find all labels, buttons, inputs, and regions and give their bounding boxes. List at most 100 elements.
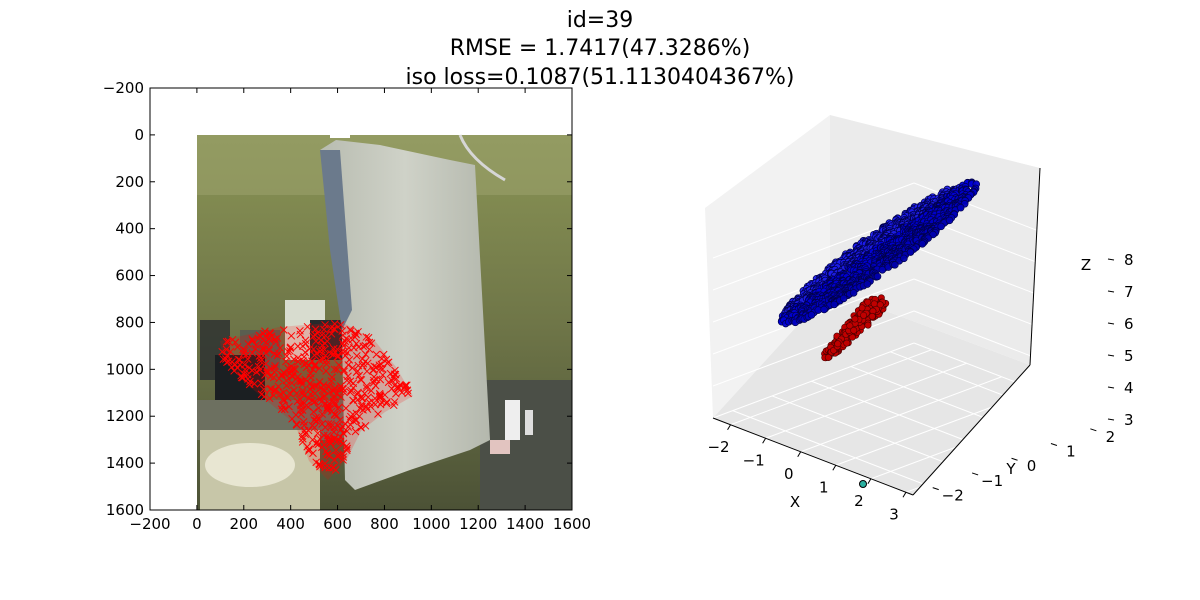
x-marker — [301, 375, 310, 384]
x-marker — [334, 353, 342, 361]
x-marker — [306, 390, 315, 399]
x-marker — [321, 463, 330, 472]
figure-title-line-3: iso loss=0.1087(51.1130404367%) — [405, 65, 795, 90]
x-marker — [280, 405, 289, 414]
x-marker — [354, 361, 363, 370]
x-marker — [297, 399, 306, 408]
x-marker — [309, 332, 318, 341]
x-marker — [339, 331, 347, 340]
x-marker — [349, 383, 358, 392]
x-marker — [339, 429, 348, 438]
x-marker — [362, 402, 371, 411]
x-marker — [312, 458, 321, 467]
x-marker — [284, 347, 292, 356]
x-marker — [377, 354, 386, 363]
y-tick-label: 1600 — [106, 501, 144, 519]
x-marker — [364, 333, 373, 342]
x-marker — [318, 386, 327, 394]
x-marker — [262, 366, 271, 375]
x-marker — [274, 349, 283, 358]
blue-point — [918, 240, 927, 248]
x-marker — [278, 370, 286, 379]
z-tick-label: 5 — [1124, 347, 1134, 365]
y-tick-label: 2 — [1106, 428, 1116, 446]
x-marker — [351, 427, 360, 436]
x-marker — [352, 368, 361, 377]
x-marker — [271, 337, 280, 346]
x-marker — [265, 328, 274, 337]
x-marker — [222, 337, 231, 346]
x-marker — [298, 406, 307, 414]
x-marker — [233, 343, 242, 351]
x-marker — [317, 383, 326, 392]
x-marker — [252, 368, 261, 376]
x-marker — [312, 417, 321, 425]
x-marker — [299, 357, 307, 365]
x-marker — [363, 367, 371, 376]
x-marker — [361, 357, 370, 366]
x-marker — [322, 367, 330, 375]
x-axis-label: X — [790, 493, 800, 511]
x-marker — [346, 388, 355, 397]
x-marker — [329, 350, 338, 359]
y-axis-label: Y — [1005, 460, 1016, 478]
x-marker — [258, 345, 267, 354]
x-tick-label: 800 — [370, 515, 399, 533]
x-marker — [328, 373, 336, 382]
x-marker — [245, 364, 254, 372]
y-tick-label: 1 — [1066, 443, 1076, 461]
x-marker — [243, 355, 252, 363]
x-marker — [261, 359, 270, 368]
x-tick-label: 600 — [323, 515, 352, 533]
x-marker — [287, 331, 296, 340]
x-marker — [237, 373, 246, 382]
x-tick-label: 1 — [819, 478, 829, 496]
x-marker — [318, 341, 327, 350]
x-marker — [309, 345, 318, 353]
x-marker — [259, 344, 267, 352]
x-marker — [223, 358, 231, 367]
x-tick-label: 2 — [854, 492, 864, 510]
x-marker — [333, 452, 342, 460]
x-marker — [330, 399, 338, 408]
red-point — [868, 312, 876, 320]
x-marker — [301, 336, 310, 345]
z-tick-label: 3 — [1124, 411, 1134, 429]
x-marker — [357, 423, 365, 432]
x-marker — [340, 367, 348, 376]
x-marker — [382, 399, 391, 408]
x-marker — [301, 339, 310, 348]
z-tick-label: 6 — [1124, 315, 1134, 333]
x-marker — [311, 397, 319, 406]
x-marker — [260, 392, 269, 401]
x-marker — [352, 351, 361, 360]
y-tick-label: 1200 — [106, 407, 144, 425]
x-marker — [300, 421, 309, 430]
blue-point — [878, 266, 887, 274]
blue-point — [839, 294, 848, 303]
x-marker — [259, 385, 268, 394]
x-marker — [322, 360, 331, 368]
x-marker — [353, 390, 362, 399]
x-marker — [339, 342, 348, 350]
x-marker — [230, 366, 239, 375]
x-marker — [330, 385, 339, 394]
x-marker — [292, 411, 300, 419]
blue-point — [873, 272, 882, 281]
x-marker — [270, 364, 279, 373]
y-tick-label: −1 — [981, 472, 1003, 490]
x-marker — [314, 440, 323, 449]
x-marker — [298, 438, 307, 446]
x-marker — [341, 420, 350, 428]
x-marker — [301, 348, 310, 357]
x-marker — [312, 382, 321, 390]
x-marker — [310, 423, 319, 432]
x-marker — [302, 363, 311, 372]
x-marker — [375, 361, 384, 370]
x-marker — [280, 369, 289, 378]
x-marker — [261, 327, 269, 336]
x-marker — [375, 394, 384, 402]
x-marker — [354, 327, 362, 336]
single-point — [859, 480, 867, 488]
